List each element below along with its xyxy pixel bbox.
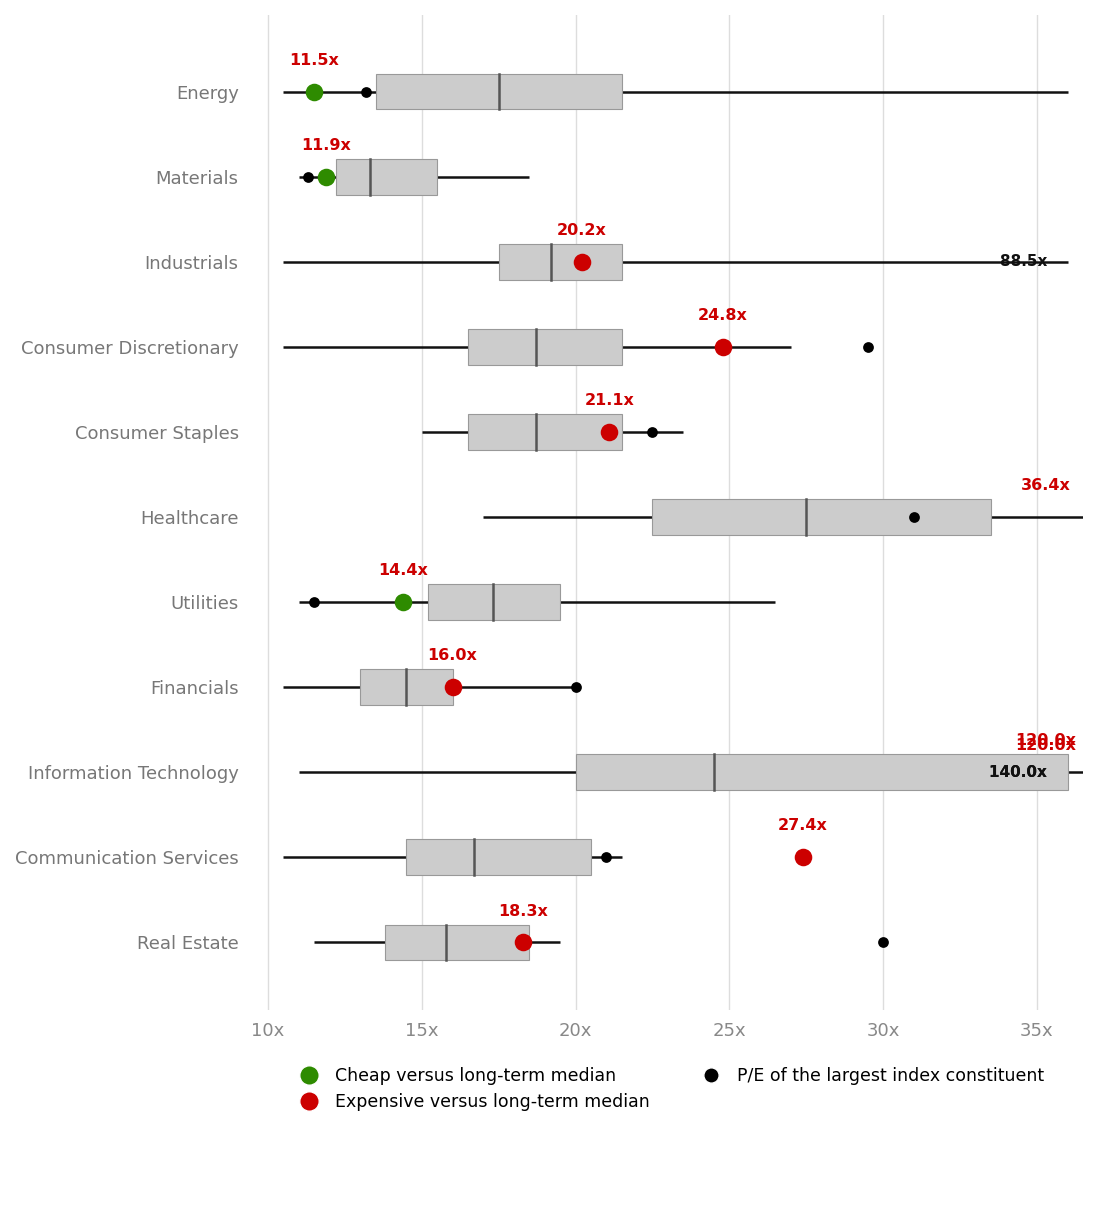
- Point: [305, 593, 323, 612]
- Bar: [575, 754, 1067, 790]
- Text: 11.9x: 11.9x: [302, 138, 351, 153]
- Bar: [468, 329, 621, 365]
- Bar: [336, 159, 437, 195]
- Point: [905, 508, 922, 527]
- Point: [305, 81, 323, 101]
- Bar: [385, 924, 529, 960]
- Point: [358, 81, 376, 101]
- Text: 11.5x: 11.5x: [289, 53, 339, 68]
- Text: 27.4x: 27.4x: [778, 818, 828, 834]
- Point: [444, 678, 461, 697]
- Bar: [652, 499, 990, 535]
- Bar: [498, 244, 621, 280]
- Text: 14.4x: 14.4x: [379, 563, 428, 578]
- Point: [300, 166, 317, 186]
- Point: [715, 338, 732, 357]
- Point: [643, 423, 661, 442]
- Point: [515, 933, 533, 952]
- Bar: [428, 584, 560, 620]
- Text: 120.0x: 120.0x: [1016, 738, 1077, 753]
- Text: 140.0x: 140.0x: [989, 765, 1052, 780]
- Point: [601, 423, 618, 442]
- Text: 20.2x: 20.2x: [557, 223, 607, 238]
- Point: [794, 848, 811, 867]
- Text: 16.0x: 16.0x: [427, 648, 478, 663]
- Point: [573, 251, 591, 271]
- Text: 120.0x: 120.0x: [1016, 733, 1077, 748]
- Point: [874, 933, 892, 952]
- Point: [597, 848, 615, 867]
- Point: [394, 593, 412, 612]
- Text: 21.1x: 21.1x: [584, 393, 635, 408]
- Bar: [406, 839, 591, 875]
- Text: 88.5x: 88.5x: [999, 254, 1052, 270]
- Text: 18.3x: 18.3x: [498, 903, 548, 919]
- Bar: [376, 74, 621, 110]
- Point: [567, 678, 584, 697]
- Bar: [468, 414, 621, 450]
- Legend: Cheap versus long-term median, Expensive versus long-term median, P/E of the lar: Cheap versus long-term median, Expensive…: [292, 1067, 1044, 1111]
- Text: 36.4x: 36.4x: [1021, 478, 1071, 493]
- Text: 140.0x: 140.0x: [989, 765, 1052, 780]
- Point: [317, 166, 335, 186]
- Text: 24.8x: 24.8x: [698, 308, 748, 323]
- Bar: [360, 669, 452, 705]
- Point: [859, 338, 876, 357]
